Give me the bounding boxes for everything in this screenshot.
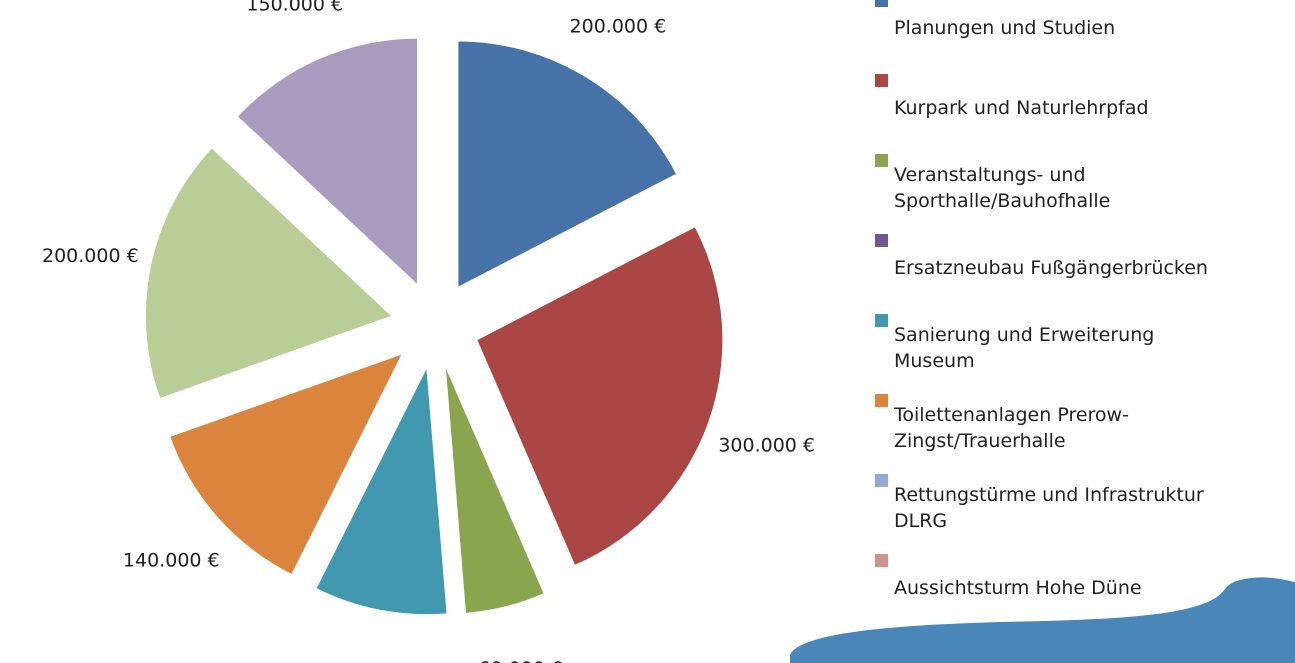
- decorative-wave: [790, 577, 1295, 663]
- data-label: 200.000 €: [42, 245, 139, 267]
- pie-slice: [477, 227, 723, 565]
- legend-swatch: [875, 154, 888, 167]
- data-label: 140.000 €: [123, 550, 220, 572]
- legend-swatch: [875, 234, 888, 247]
- legend-swatch: [875, 554, 888, 567]
- legend-label: Ersatzneubau Fußgängerbrücken: [894, 257, 1208, 279]
- pie-slice: [316, 369, 447, 615]
- legend-label: Toilettenanlagen Prerow-Zingst/Trauerhal…: [894, 404, 1129, 452]
- pie-slice: [170, 354, 402, 574]
- legend-item: Ersatzneubau Fußgängerbrücken: [875, 228, 1285, 308]
- legend-label: Planungen und Studien: [894, 17, 1116, 39]
- legend-label: Rettungstürme und Infrastruktur DLRG: [894, 484, 1204, 532]
- data-label: 200.000 €: [570, 16, 667, 38]
- legend-item: Rettungstürme und Infrastruktur DLRG: [875, 468, 1285, 548]
- legend-swatch: [875, 474, 888, 487]
- pie-slice: [458, 41, 676, 287]
- legend-swatch: [875, 394, 888, 407]
- legend-item: Aussichtsturm Hohe Düne: [875, 548, 1285, 628]
- legend-swatch: [875, 74, 888, 87]
- legend-label: Aussichtsturm Hohe Düne: [894, 577, 1142, 599]
- data-label: 150.000 €: [246, 0, 343, 16]
- legend-swatch: [875, 0, 888, 7]
- legend-item: Toilettenanlagen Prerow-Zingst/Trauerhal…: [875, 388, 1285, 468]
- legend-item: Sanierung und Erweiterung Museum: [875, 308, 1285, 388]
- data-label: 60.000 €: [478, 658, 563, 663]
- legend-item: Kurpark und Naturlehrpfad: [875, 68, 1285, 148]
- legend-label: Sanierung und Erweiterung Museum: [894, 324, 1155, 372]
- pie-slice: [145, 148, 391, 398]
- legend-item: Planungen und Studien: [875, 0, 1285, 68]
- legend-swatch: [875, 314, 888, 327]
- pie-slice: [445, 368, 544, 613]
- legend-label: Kurpark und Naturlehrpfad: [894, 97, 1149, 119]
- data-label: 300.000 €: [718, 434, 815, 456]
- legend-item: Veranstaltungs- und Sporthalle/Bauhofhal…: [875, 148, 1285, 228]
- legend-label: Veranstaltungs- und Sporthalle/Bauhofhal…: [894, 164, 1111, 212]
- pie-slice: [238, 38, 418, 284]
